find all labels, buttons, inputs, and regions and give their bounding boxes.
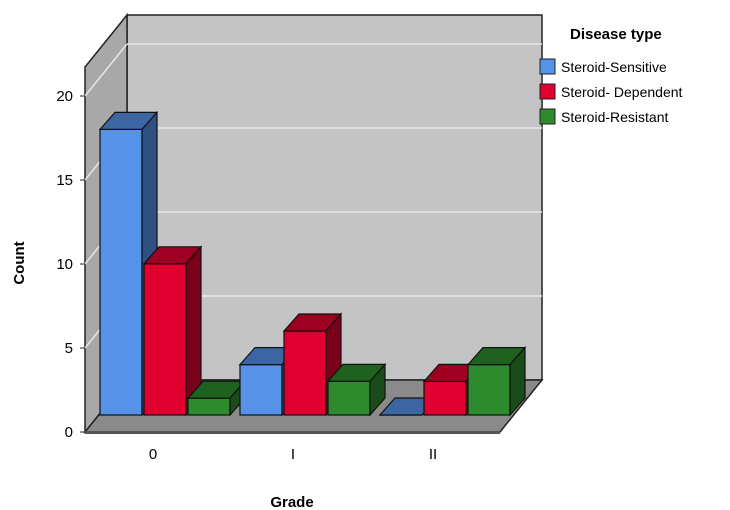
x-tick-label: II [429,446,437,463]
bar-front [283,330,327,416]
y-tick-label: 10 [56,256,73,273]
bars [98,110,527,417]
bar-front [143,263,187,416]
y-tick-label: 5 [65,340,73,357]
legend-swatch [539,58,556,75]
legend-entry: Steroid-Sensitive [561,59,667,75]
bar-front [467,364,511,416]
x-tick-label: I [291,446,295,463]
y-tick-label: 15 [56,172,73,189]
bar-0-2 [142,245,203,417]
x-tick-label: 0 [149,446,157,463]
bar-front [423,380,467,416]
bar-front [239,364,283,416]
legend-swatch [539,83,556,100]
x-axis-label: Grade [270,494,313,510]
legend-entry: Steroid-Resistant [561,109,668,125]
bar-front [327,380,371,416]
bar-side [369,362,386,417]
bar-II-3 [466,346,527,417]
y-tick-label: 0 [65,424,73,441]
legend: Disease type Steroid-Sensitive Steroid- D… [539,26,683,125]
y-axis-label: Count [11,241,28,284]
legend-title: Disease type [570,26,662,43]
x-axis-ticks: 0 I II [149,446,437,463]
bar-front [99,128,143,416]
y-tick-label: 20 [56,88,73,105]
legend-swatch [539,108,556,125]
legend-items: Steroid-Sensitive Steroid- Dependent Stero… [539,58,683,125]
bar-side [509,346,526,417]
floor-edge [85,431,500,434]
y-axis-ticks: 0 5 10 15 20 [56,88,85,441]
bar-front [187,397,231,416]
bar-I-3 [326,362,387,417]
legend-entry: Steroid- Dependent [561,84,683,100]
gridline-side [84,43,128,97]
